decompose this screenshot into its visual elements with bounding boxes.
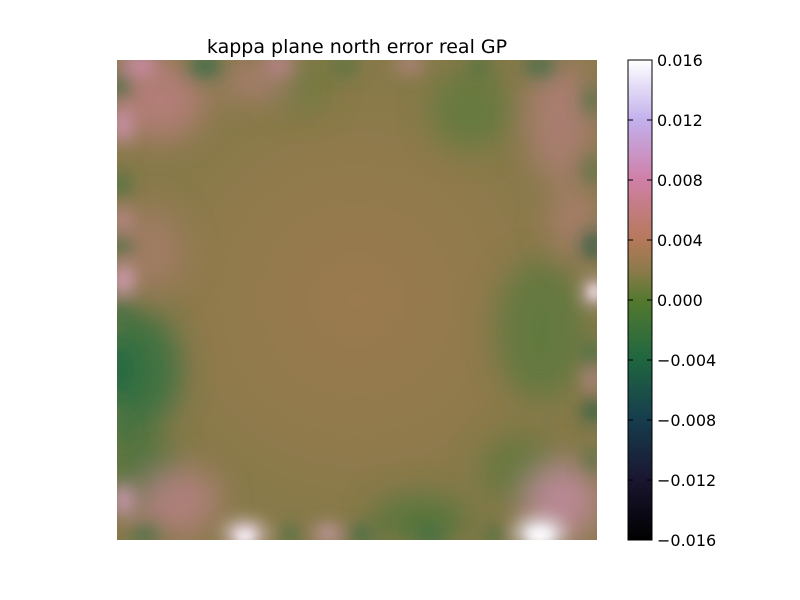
spot-right-1 [584, 86, 597, 114]
spot-left-4 [117, 208, 131, 232]
spot-top-5 [396, 60, 424, 73]
positive-zones [117, 60, 597, 540]
spot-left-10 [117, 484, 133, 516]
spot-bottom-1 [131, 527, 159, 540]
colorbar-tick-label: −0.008 [657, 411, 716, 430]
green-zone-top-right [430, 70, 510, 150]
spot-top-1 [122, 60, 158, 75]
core-bottom-right [528, 529, 552, 540]
colorbar-tick-label: 0.008 [657, 171, 703, 190]
pink-zone-top-right [525, 60, 595, 180]
spot-top-7 [524, 60, 556, 76]
spot-top-4 [333, 60, 357, 75]
heatmap [117, 60, 597, 540]
spot-right-3 [584, 231, 597, 259]
colorbar-tick-label: −0.012 [657, 471, 716, 490]
colorbar-tick-label: 0.004 [657, 231, 703, 250]
spot-left-7 [117, 298, 129, 322]
spot-top-6 [468, 60, 492, 75]
spot-bottom-6 [416, 527, 444, 540]
spot-left-2 [117, 107, 132, 143]
pink-zone-left-mid [117, 205, 185, 295]
spot-left-8 [117, 345, 131, 395]
colorbar-ticks: 0.016 0.012 0.008 0.004 0.000 −0.004 −0.008 −0.… [628, 51, 716, 550]
pink-zone-bottom-left [130, 465, 220, 535]
bright-cores [236, 285, 597, 540]
core-bottom-left [236, 531, 254, 540]
green-zone-right [495, 260, 585, 400]
spot-left-9 [117, 416, 129, 444]
colorbar: 0.016 0.012 0.008 0.004 0.000 −0.004 −0.008 −0.… [627, 51, 716, 550]
colorbar-tick-label: −0.016 [657, 531, 716, 550]
green-zone-left [117, 310, 180, 430]
spot-right-2 [584, 156, 597, 184]
spot-bottom-4 [316, 526, 340, 540]
pink-zone-top-left [117, 60, 205, 140]
spot-right-6 [584, 370, 597, 390]
green-zone-bottom-mid [370, 495, 470, 540]
spot-top-3 [266, 60, 294, 73]
spot-right-7 [584, 397, 597, 423]
chart-title: kappa plane north error real GP [207, 36, 507, 58]
spot-right-5 [584, 343, 597, 367]
spot-left-5 [117, 233, 129, 257]
spot-bottom-3 [278, 528, 302, 540]
spot-bottom-5 [346, 527, 374, 540]
colorbar-tick-label: 0.016 [657, 51, 703, 70]
colorbar-tick-label: 0.012 [657, 111, 703, 130]
spot-top-2 [189, 60, 221, 76]
edge-spots [117, 60, 597, 540]
colorbar-tick-label: −0.004 [657, 351, 716, 370]
colorbar-tick-label: 0.000 [657, 291, 703, 310]
spot-bottom-7 [481, 527, 509, 540]
core-right [590, 285, 597, 299]
spot-left-6 [117, 266, 133, 294]
spot-left-3 [117, 171, 129, 199]
spot-left-1 [117, 71, 128, 99]
spot-right-8 [584, 448, 597, 472]
